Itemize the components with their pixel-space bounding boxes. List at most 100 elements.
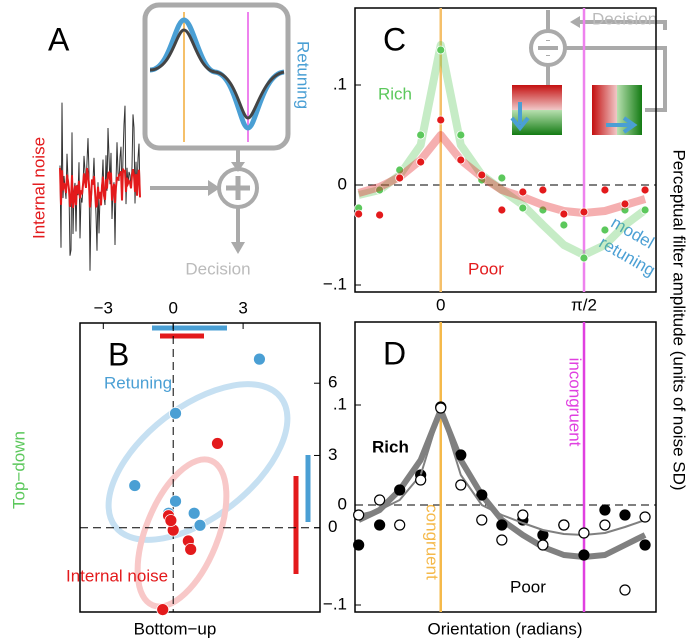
panel-d-decor: Rich Poor Orientation (radians): [372, 437, 582, 638]
reference-label: incongruent: [566, 358, 585, 447]
x-tick-label: −3: [94, 298, 113, 317]
arrow-head: [570, 16, 580, 28]
arrow-head: [208, 180, 220, 196]
divide-sign: [538, 40, 558, 56]
data-point: [476, 489, 488, 501]
y-tick-label: −.1: [323, 594, 347, 613]
data-point: [193, 518, 207, 532]
series-label: Poor: [510, 577, 546, 596]
data-point: [640, 185, 650, 195]
x-tick-label: π/2: [571, 295, 597, 314]
data-point: [455, 479, 467, 491]
data-point: [477, 170, 487, 180]
data-point: [559, 209, 569, 219]
y-tick-label: 6: [328, 373, 337, 392]
data-point: [374, 494, 386, 506]
reference-label: congruent: [422, 504, 441, 580]
retuned-filter: [149, 17, 285, 131]
data-point: [619, 509, 631, 521]
plot-frame: [354, 321, 657, 613]
data-point: [538, 185, 548, 195]
data-point: [187, 506, 201, 520]
data-point: [578, 527, 590, 539]
fit-line: [357, 131, 647, 217]
noise-ellipse: [134, 456, 230, 610]
arrow: [510, 102, 530, 132]
x-axis-label: Orientation (radians): [428, 619, 583, 638]
data-point: [496, 534, 508, 546]
data-point: [436, 45, 446, 55]
data-point: [538, 205, 548, 215]
data-point: [620, 199, 630, 209]
panel-label: D: [383, 335, 406, 371]
data-point: [518, 187, 528, 197]
arrow-head: [231, 162, 245, 172]
x-tick-label: 3: [238, 298, 247, 317]
data-point: [164, 514, 178, 527]
data-point: [599, 504, 611, 516]
data-point: [600, 185, 610, 195]
y-tick-label: 0: [338, 174, 347, 193]
data-point: [375, 185, 385, 195]
data-point: [639, 539, 651, 551]
fit-line: [357, 41, 648, 259]
y-tick-label: 0: [328, 517, 337, 536]
data-point: [394, 519, 406, 531]
panel-label: B: [108, 336, 129, 372]
panel-a: A Retuning Decision Internal noise: [29, 2, 313, 278]
data-point: [456, 130, 466, 140]
panel-c-inset: Decision Rich Poor model retuning Percep…: [378, 9, 689, 490]
data-point: [415, 474, 427, 486]
panel-b-decor: Retuning Internal noise Top−down Bottom−…: [9, 325, 311, 638]
data-point: [353, 509, 365, 521]
data-point: [600, 225, 610, 235]
connector: [546, 10, 667, 112]
data-point: [456, 155, 466, 165]
data-point: [253, 352, 266, 366]
y-tick-label: 3: [328, 445, 337, 464]
data-point: [599, 519, 611, 531]
data-point: [578, 549, 590, 561]
data-point: [537, 539, 549, 551]
x-tick-label: 0: [436, 295, 445, 314]
series-label: Internal noise: [66, 566, 168, 585]
panel-label: A: [48, 21, 70, 57]
plus-sign: [226, 176, 250, 200]
data-point: [579, 207, 589, 217]
y-tick-label: −.1: [323, 274, 347, 293]
data-point: [169, 494, 182, 508]
data-point: [558, 519, 570, 531]
data-point: [374, 519, 386, 531]
noise-trace: [59, 167, 141, 208]
data-point: [416, 130, 426, 140]
data-point: [375, 210, 385, 220]
stimulus-patch: [592, 85, 642, 135]
data-point: [169, 406, 182, 420]
base-filter: [149, 28, 285, 120]
x-axis-label: Bottom−up: [134, 619, 217, 638]
series-label: Rich: [372, 437, 409, 456]
data-point: [559, 220, 569, 230]
data-point: [640, 205, 650, 215]
plot-frame: [79, 322, 321, 613]
decision-label: Decision: [185, 259, 250, 278]
fit-line: [358, 409, 646, 536]
y-tick-label: .1: [333, 394, 347, 413]
data-point: [517, 509, 529, 521]
data-point: [416, 157, 426, 167]
data-point: [184, 542, 198, 556]
data-point: [518, 203, 528, 213]
data-point: [354, 209, 364, 219]
data-point: [353, 539, 365, 551]
data-point: [579, 253, 589, 263]
y-tick-label: 0: [338, 494, 347, 513]
arrow-head: [231, 242, 245, 254]
data-point: [497, 205, 507, 215]
data-point: [476, 514, 488, 526]
data-point: [436, 115, 446, 125]
arrow: [606, 116, 638, 134]
data-point: [455, 449, 467, 461]
noise-label: Internal noise: [29, 137, 48, 239]
data-point: [497, 173, 507, 183]
x-tick-label: 0: [168, 298, 177, 317]
